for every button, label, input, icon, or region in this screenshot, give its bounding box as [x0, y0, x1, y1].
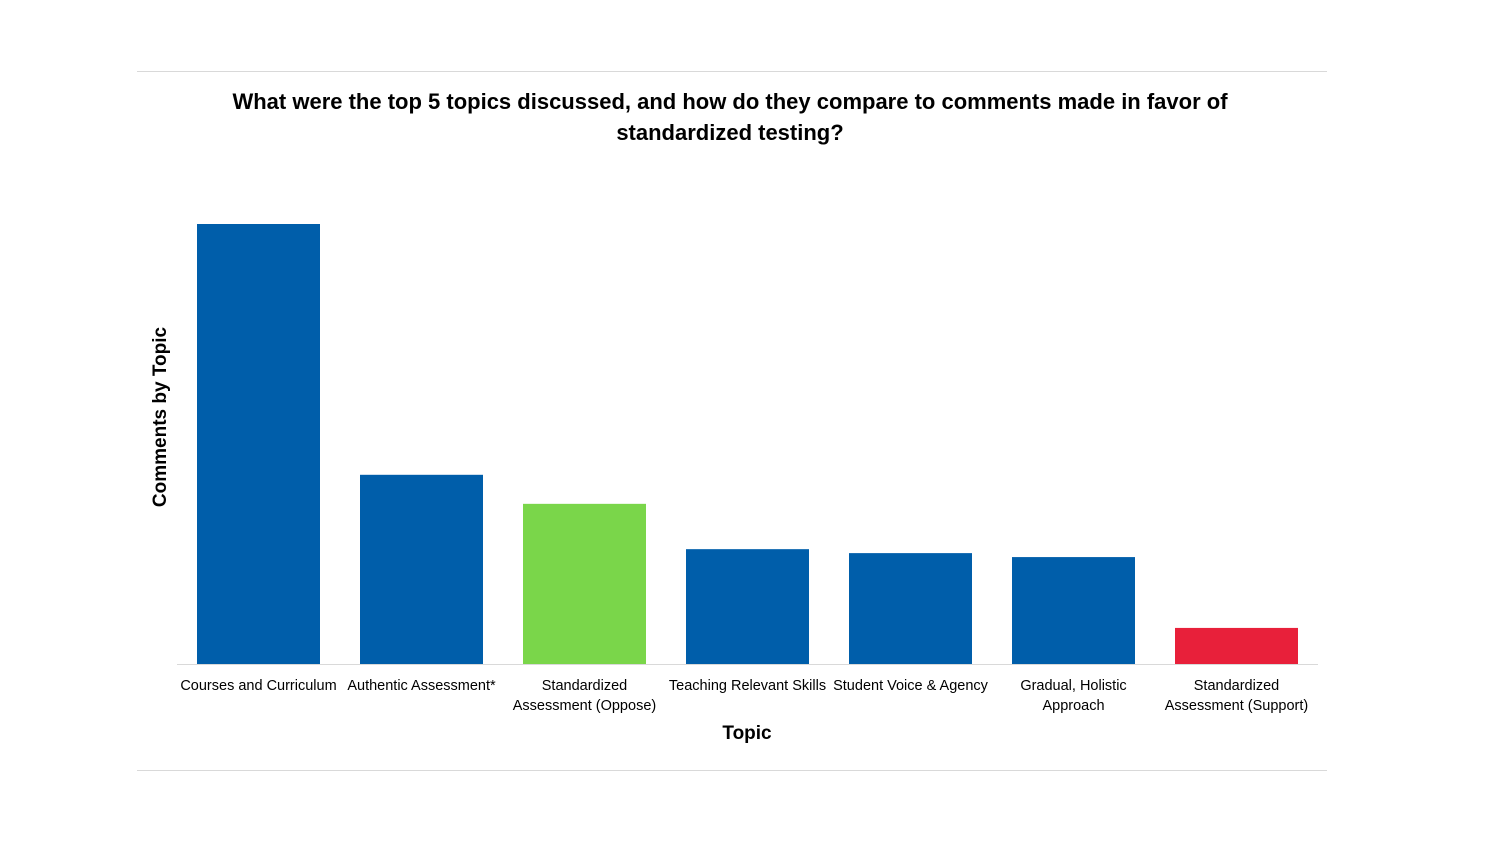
bar-1 [360, 474, 483, 664]
x-tick-label: Gradual, Holistic Approach [1020, 678, 1127, 714]
bar-2 [523, 503, 646, 664]
bar-6 [1175, 627, 1298, 664]
bar-0 [197, 224, 320, 664]
x-tick-label: Student Voice & Agency [833, 678, 988, 694]
bottom-divider [137, 770, 1327, 771]
top-divider [137, 71, 1327, 72]
bar-3 [686, 549, 809, 664]
bar-4 [849, 553, 972, 664]
x-tick-label: Standardized Assessment (Support) [1164, 678, 1309, 714]
chart-title: What were the top 5 topics discussed, an… [232, 89, 1228, 145]
x-tick-label: Teaching Relevant Skills [668, 678, 827, 694]
x-tick-label: Authentic Assessment* [347, 678, 496, 694]
x-tick-label: Courses and Curriculum [180, 678, 337, 694]
x-tick-label: Standardized Assessment (Oppose) [512, 678, 657, 714]
bar-5 [1012, 557, 1135, 664]
x-axis-label: Topic [722, 723, 772, 744]
